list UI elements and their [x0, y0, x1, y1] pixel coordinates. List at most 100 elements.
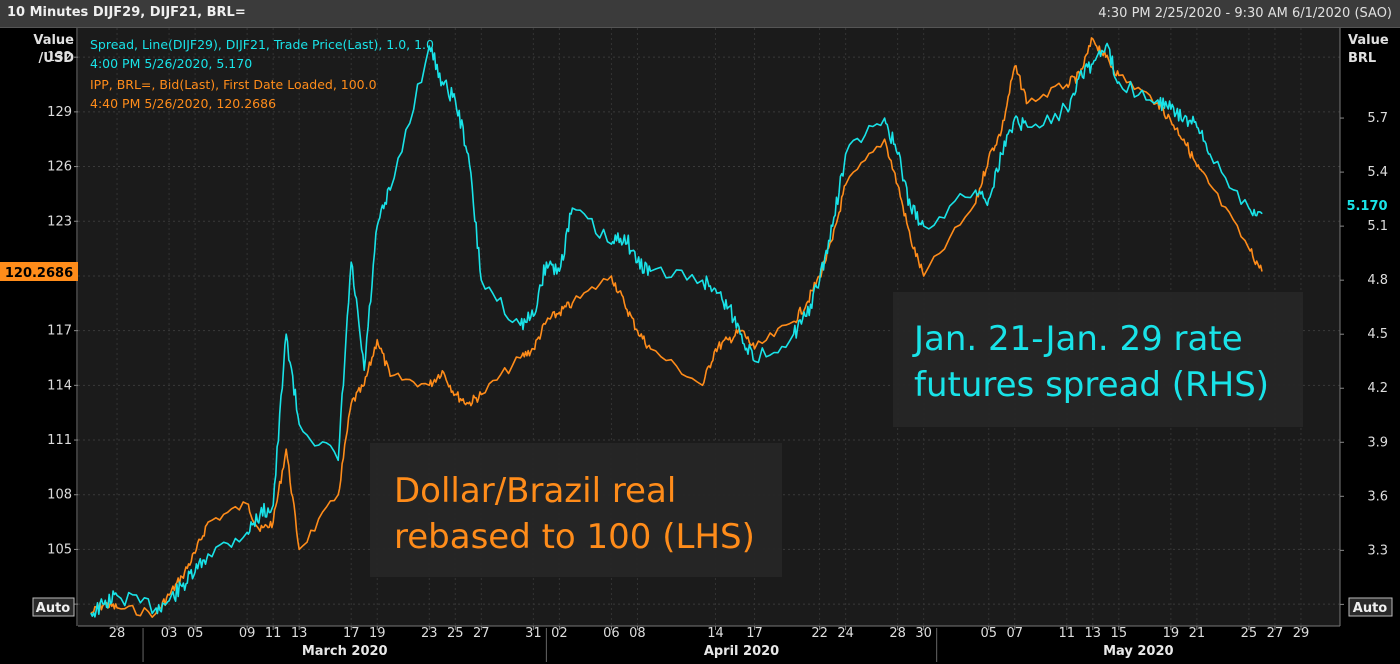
data-point-spread — [727, 306, 730, 308]
data-point-spread — [1170, 108, 1172, 110]
data-point-spread — [897, 153, 899, 155]
auto-scale-right-button[interactable]: Auto — [1348, 597, 1393, 617]
data-point-spread — [376, 225, 378, 227]
data-point-spread — [207, 553, 209, 555]
data-point-brl — [259, 530, 261, 532]
data-point-brl — [467, 403, 469, 405]
data-point-brl — [923, 275, 925, 277]
data-point-spread — [519, 324, 522, 326]
data-point-spread — [441, 81, 443, 83]
data-point-spread — [845, 153, 847, 155]
x-tick-label: 30 — [915, 626, 932, 641]
data-point-brl — [1248, 248, 1250, 250]
data-point-spread — [545, 261, 548, 263]
legend-spread-line2: 4:00 PM 5/26/2020, 5.170 — [90, 56, 252, 71]
data-point-brl — [1118, 74, 1120, 76]
left-tick-label: 123 — [47, 214, 72, 229]
data-point-brl — [1092, 38, 1094, 40]
data-point-spread — [558, 270, 561, 272]
data-point-spread — [1118, 81, 1120, 83]
data-point-spread — [1014, 117, 1016, 119]
right-axis-ticks: 33.33.63.94.24.54.85.15.45.7 — [1340, 111, 1388, 612]
legend: Spread, Line(DIJF29), DIJF21, Trade Pric… — [90, 37, 434, 111]
data-point-brl — [181, 576, 183, 578]
data-point-spread — [923, 225, 925, 227]
data-point-brl — [753, 348, 756, 350]
data-point-brl — [1014, 65, 1016, 67]
data-point-brl — [207, 521, 209, 523]
x-tick-label: 19 — [1163, 626, 1180, 641]
annotation-spread-line1: Jan. 21-Jan. 29 rate — [912, 319, 1243, 359]
data-point-brl — [389, 375, 391, 377]
data-point-brl — [806, 302, 808, 304]
data-point-spread — [714, 288, 717, 290]
data-point-brl — [1066, 83, 1068, 86]
x-tick-label: 14 — [707, 626, 724, 641]
legend-brl-line1: IPP, BRL=, Bid(Last), First Date Loaded,… — [90, 77, 377, 92]
data-point-brl — [1209, 184, 1211, 186]
data-point-brl — [441, 370, 443, 372]
right-tick-label: 5.1 — [1367, 219, 1388, 234]
data-point-brl — [1105, 56, 1107, 58]
data-point-spread — [884, 117, 886, 119]
x-tick-label: 11 — [1059, 626, 1076, 641]
x-tick-label: 05 — [980, 626, 997, 641]
left-axis-title-1: Value — [33, 33, 74, 48]
right-tick-label: 5.7 — [1367, 111, 1388, 126]
x-tick-label: 17 — [746, 626, 763, 641]
x-tick-label: 23 — [421, 626, 438, 641]
auto-scale-left-button[interactable]: Auto — [32, 597, 75, 617]
x-tick-label: 13 — [1085, 626, 1102, 641]
data-point-spread — [181, 585, 183, 588]
data-point-brl — [988, 156, 990, 158]
data-point-brl — [480, 393, 482, 396]
data-point-spread — [1196, 126, 1198, 128]
data-point-spread — [285, 333, 287, 335]
left-tick-label: 114 — [47, 378, 72, 393]
data-point-spread — [1248, 207, 1250, 209]
left-axis-ticks: 102105108111114117123126129132 — [47, 50, 78, 612]
right-tick-label: 3.6 — [1367, 489, 1388, 504]
data-point-spread — [155, 607, 157, 609]
x-tick-label: 03 — [161, 626, 178, 641]
left-tick-label: 111 — [47, 433, 72, 448]
data-point-spread — [454, 99, 456, 101]
data-point-spread — [168, 600, 170, 602]
data-point-brl — [636, 330, 639, 332]
right-tick-label: 5.4 — [1367, 165, 1388, 180]
data-point-brl — [975, 202, 977, 204]
data-point-spread — [832, 225, 834, 227]
data-point-brl — [571, 302, 574, 304]
data-point-brl — [168, 594, 170, 596]
right-tick-label: 4.5 — [1367, 327, 1388, 342]
data-point-spread — [246, 531, 248, 533]
data-point-spread — [1092, 63, 1094, 65]
x-tick-label: 22 — [811, 626, 828, 641]
annotation-brl: Dollar/Brazil real rebased to 100 (LHS) — [370, 443, 782, 577]
data-point-spread — [1209, 153, 1211, 155]
x-tick-label: 19 — [369, 626, 386, 641]
right-axis-title-1: Value — [1348, 33, 1389, 48]
data-point-spread — [988, 198, 990, 200]
data-point-brl — [519, 357, 522, 359]
annotation-spread-line2: futures spread (RHS) — [914, 365, 1269, 405]
left-tick-label: 126 — [47, 160, 72, 175]
left-tick-label: 132 — [47, 50, 72, 65]
x-tick-label: 25 — [447, 626, 464, 641]
data-point-spread — [337, 459, 339, 461]
data-point-spread — [1183, 117, 1185, 119]
data-point-spread — [298, 423, 300, 425]
data-point-brl — [428, 384, 430, 386]
data-point-spread — [649, 270, 652, 272]
right-last-value: 5.170 — [1346, 199, 1387, 214]
left-last-value-badge: 120.2686 — [0, 262, 78, 281]
data-point-spread — [819, 279, 821, 281]
data-point-spread — [623, 234, 626, 236]
data-point-spread — [1027, 126, 1029, 128]
data-point-spread — [350, 261, 352, 263]
left-last-value: 120.2686 — [5, 266, 73, 281]
x-tick-label: 28 — [109, 626, 126, 641]
window-titlebar: 10 Minutes DIJF29, DIJF21, BRL= 4:30 PM … — [0, 0, 1400, 28]
data-point-spread — [1066, 108, 1068, 110]
